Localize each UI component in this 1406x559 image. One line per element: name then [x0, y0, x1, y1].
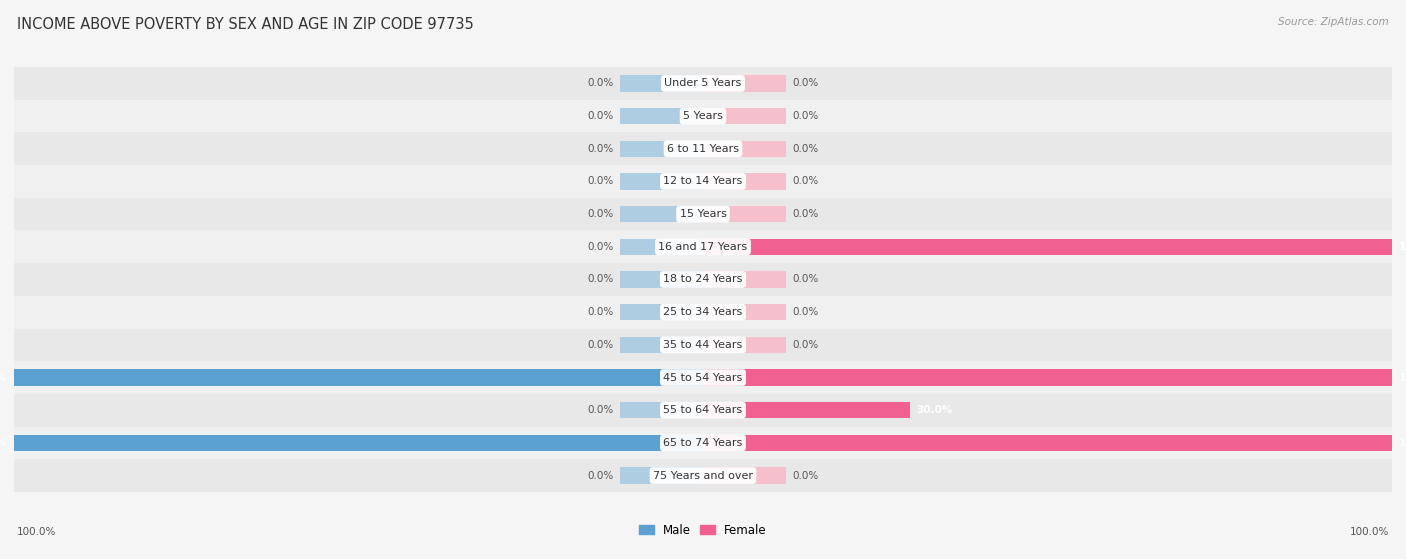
Text: 0.0%: 0.0% [588, 307, 613, 317]
Bar [14, 230, 1392, 263]
Bar [620, 337, 703, 353]
Bar [14, 427, 1392, 459]
Text: 0.0%: 0.0% [793, 111, 818, 121]
Bar [620, 402, 703, 418]
Text: 0.0%: 0.0% [793, 471, 818, 481]
Bar [620, 75, 703, 92]
Text: 0.0%: 0.0% [793, 78, 818, 88]
Text: 0.0%: 0.0% [793, 340, 818, 350]
Bar [703, 304, 786, 320]
Bar [14, 132, 1392, 165]
Text: 15 Years: 15 Years [679, 209, 727, 219]
Bar [14, 296, 1392, 329]
Bar [703, 271, 786, 288]
Bar [703, 402, 910, 418]
Bar [14, 394, 1392, 427]
Bar [703, 435, 1392, 451]
Text: 55 to 64 Years: 55 to 64 Years [664, 405, 742, 415]
Bar [620, 239, 703, 255]
Bar [703, 337, 786, 353]
Bar [703, 141, 786, 157]
Bar [703, 369, 1392, 386]
Text: 65 to 74 Years: 65 to 74 Years [664, 438, 742, 448]
Text: 0.0%: 0.0% [588, 405, 613, 415]
Bar [703, 239, 1392, 255]
Text: 6 to 11 Years: 6 to 11 Years [666, 144, 740, 154]
Bar [14, 198, 1392, 230]
Bar [14, 369, 703, 386]
Bar [14, 100, 1392, 132]
Text: 100.0%: 100.0% [1350, 527, 1389, 537]
Text: 45 to 54 Years: 45 to 54 Years [664, 372, 742, 382]
Bar [620, 206, 703, 222]
Text: 0.0%: 0.0% [588, 340, 613, 350]
Bar [703, 75, 786, 92]
Text: 0.0%: 0.0% [793, 274, 818, 285]
Bar [620, 108, 703, 124]
Text: 5 Years: 5 Years [683, 111, 723, 121]
Bar [620, 271, 703, 288]
Bar [620, 467, 703, 484]
Text: 100.0%: 100.0% [17, 527, 56, 537]
Text: 0.0%: 0.0% [588, 177, 613, 187]
Bar [703, 206, 786, 222]
Text: 0.0%: 0.0% [793, 209, 818, 219]
Bar [14, 263, 1392, 296]
Text: 100.0%: 100.0% [0, 438, 7, 448]
Text: 12 to 14 Years: 12 to 14 Years [664, 177, 742, 187]
Bar [620, 141, 703, 157]
Text: 0.0%: 0.0% [793, 144, 818, 154]
Text: 0.0%: 0.0% [588, 111, 613, 121]
Text: 0.0%: 0.0% [588, 78, 613, 88]
Text: 0.0%: 0.0% [588, 242, 613, 252]
Text: 100.0%: 100.0% [1399, 438, 1406, 448]
Text: INCOME ABOVE POVERTY BY SEX AND AGE IN ZIP CODE 97735: INCOME ABOVE POVERTY BY SEX AND AGE IN Z… [17, 17, 474, 32]
Bar [14, 165, 1392, 198]
Bar [14, 459, 1392, 492]
Text: 0.0%: 0.0% [588, 471, 613, 481]
Text: 100.0%: 100.0% [1399, 372, 1406, 382]
Text: 16 and 17 Years: 16 and 17 Years [658, 242, 748, 252]
Text: 0.0%: 0.0% [588, 209, 613, 219]
Text: 35 to 44 Years: 35 to 44 Years [664, 340, 742, 350]
Bar [703, 173, 786, 190]
Text: 0.0%: 0.0% [588, 274, 613, 285]
Bar [703, 108, 786, 124]
Text: 100.0%: 100.0% [0, 372, 7, 382]
Bar [620, 304, 703, 320]
Legend: Male, Female: Male, Female [634, 519, 772, 541]
Text: 75 Years and over: 75 Years and over [652, 471, 754, 481]
Text: 100.0%: 100.0% [1399, 242, 1406, 252]
Bar [14, 67, 1392, 100]
Text: 25 to 34 Years: 25 to 34 Years [664, 307, 742, 317]
Bar [620, 173, 703, 190]
Bar [14, 329, 1392, 361]
Bar [703, 467, 786, 484]
Bar [14, 435, 703, 451]
Text: 0.0%: 0.0% [793, 307, 818, 317]
Text: 18 to 24 Years: 18 to 24 Years [664, 274, 742, 285]
Text: 0.0%: 0.0% [588, 144, 613, 154]
Text: Source: ZipAtlas.com: Source: ZipAtlas.com [1278, 17, 1389, 27]
Bar [14, 361, 1392, 394]
Text: Under 5 Years: Under 5 Years [665, 78, 741, 88]
Text: 0.0%: 0.0% [793, 177, 818, 187]
Text: 30.0%: 30.0% [917, 405, 953, 415]
